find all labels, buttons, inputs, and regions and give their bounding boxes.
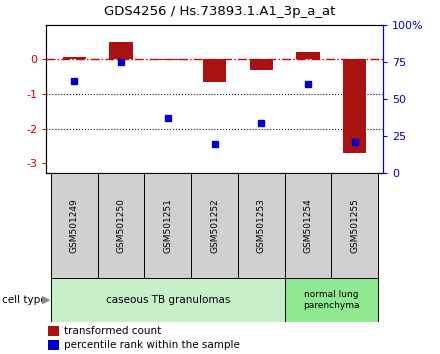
Bar xyxy=(285,173,331,278)
Text: cell type: cell type xyxy=(2,295,47,305)
Bar xyxy=(343,59,367,153)
Bar xyxy=(156,59,180,60)
Bar xyxy=(285,278,378,322)
Text: GSM501255: GSM501255 xyxy=(350,198,359,253)
Text: GDS4256 / Hs.73893.1.A1_3p_a_at: GDS4256 / Hs.73893.1.A1_3p_a_at xyxy=(104,5,336,18)
Bar xyxy=(191,173,238,278)
Bar xyxy=(109,42,133,59)
Text: percentile rank within the sample: percentile rank within the sample xyxy=(64,340,240,350)
Text: GSM501253: GSM501253 xyxy=(257,198,266,253)
Text: GSM501250: GSM501250 xyxy=(117,198,125,253)
Bar xyxy=(51,278,285,322)
Text: GSM501254: GSM501254 xyxy=(304,198,312,253)
Text: caseous TB granulomas: caseous TB granulomas xyxy=(106,295,230,305)
Text: GSM501251: GSM501251 xyxy=(163,198,172,253)
Text: ▶: ▶ xyxy=(42,295,50,305)
Bar xyxy=(62,57,86,59)
Bar xyxy=(238,173,285,278)
Bar xyxy=(144,173,191,278)
Bar xyxy=(331,173,378,278)
Text: GSM501249: GSM501249 xyxy=(70,198,79,253)
Bar xyxy=(296,52,320,59)
Text: transformed count: transformed count xyxy=(64,326,161,336)
Text: normal lung
parenchyma: normal lung parenchyma xyxy=(303,290,359,310)
Bar xyxy=(203,59,226,82)
Bar xyxy=(98,173,144,278)
Bar xyxy=(51,173,98,278)
Bar xyxy=(249,59,273,70)
Text: GSM501252: GSM501252 xyxy=(210,198,219,253)
